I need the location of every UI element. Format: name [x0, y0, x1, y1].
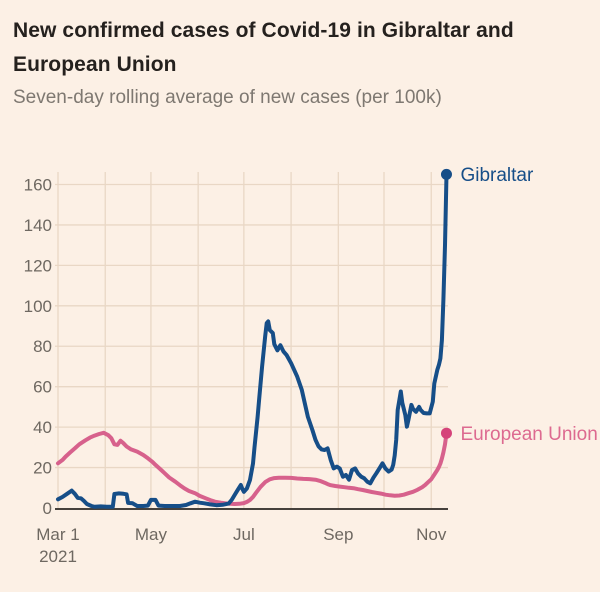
y-tick-label: 160: [24, 175, 52, 194]
x-tick-sublabel: 2021: [39, 547, 77, 566]
series-label-gibraltar: Gibraltar: [460, 165, 534, 186]
x-tick-label: Nov: [416, 525, 447, 544]
y-tick-label: 0: [43, 499, 52, 518]
y-tick-label: 120: [24, 256, 52, 275]
y-tick-label: 40: [33, 418, 52, 437]
x-tick-label: Sep: [323, 525, 353, 544]
series-line-gibraltar: [56, 172, 449, 509]
y-tick-label: 80: [33, 337, 52, 356]
x-tick-label: May: [135, 525, 168, 544]
y-tick-label: 100: [24, 297, 52, 316]
y-tick-label: 20: [33, 459, 52, 478]
y-tick-label: 60: [33, 378, 52, 397]
chart-title-line2: European Union: [13, 53, 177, 76]
x-tick-label: Mar 1: [36, 525, 79, 544]
series-end-dot-gibraltar: [440, 168, 452, 180]
y-tick-label: 140: [24, 216, 52, 235]
x-tick-label: Jul: [233, 525, 255, 544]
series-end-dot-european-union: [440, 427, 452, 439]
chart-title: New confirmed cases of Covid-19 in Gibra…: [13, 14, 514, 82]
chart-title-line1: New confirmed cases of Covid-19 in Gibra…: [13, 19, 514, 42]
series-line-european-union: [56, 430, 449, 506]
series-label-european-union: European Union: [460, 424, 597, 445]
chart-subtitle: Seven-day rolling average of new cases (…: [13, 87, 442, 108]
